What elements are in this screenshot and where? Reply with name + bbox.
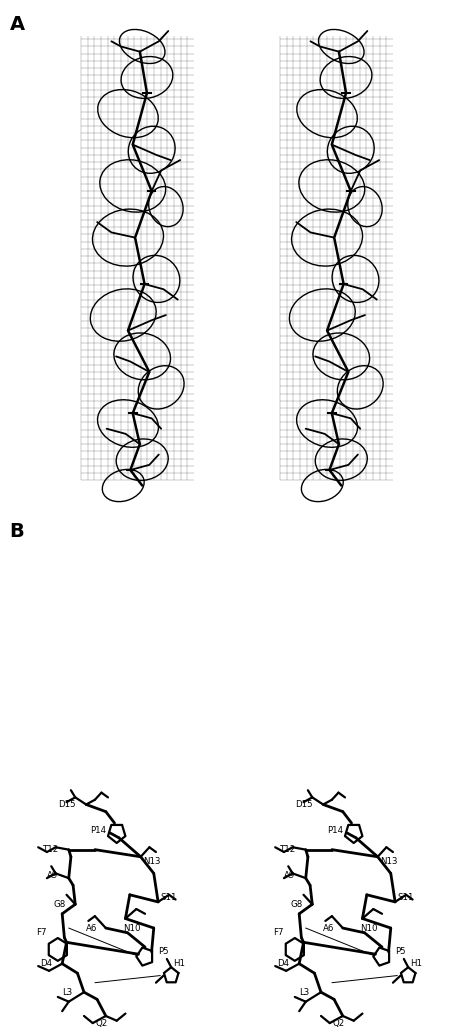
Text: A9: A9	[284, 871, 295, 880]
Text: L3: L3	[299, 988, 310, 997]
Text: D15: D15	[295, 800, 312, 809]
Text: Q2: Q2	[332, 1019, 345, 1028]
Text: H1: H1	[410, 960, 422, 968]
Text: N13: N13	[380, 857, 397, 866]
Text: D4: D4	[277, 960, 290, 968]
Text: D15: D15	[58, 800, 75, 809]
Text: T12: T12	[43, 845, 59, 854]
Text: S11: S11	[160, 893, 177, 902]
Text: P5: P5	[158, 947, 169, 957]
Text: F7: F7	[36, 929, 46, 937]
Text: L3: L3	[62, 988, 73, 997]
Text: F7: F7	[273, 929, 283, 937]
Text: P14: P14	[91, 826, 107, 835]
Text: A: A	[9, 15, 25, 34]
Text: H1: H1	[173, 960, 185, 968]
Text: N10: N10	[360, 924, 378, 933]
Text: A6: A6	[323, 924, 335, 933]
Text: D4: D4	[40, 960, 53, 968]
Text: P14: P14	[328, 826, 344, 835]
Text: B: B	[9, 522, 24, 540]
Text: Q2: Q2	[95, 1019, 108, 1028]
Text: G8: G8	[291, 900, 303, 909]
Text: N10: N10	[123, 924, 141, 933]
Text: P5: P5	[395, 947, 406, 957]
Text: A9: A9	[47, 871, 58, 880]
Text: T12: T12	[280, 845, 296, 854]
Text: A6: A6	[86, 924, 98, 933]
Text: G8: G8	[54, 900, 66, 909]
Text: N13: N13	[143, 857, 160, 866]
Text: S11: S11	[397, 893, 414, 902]
